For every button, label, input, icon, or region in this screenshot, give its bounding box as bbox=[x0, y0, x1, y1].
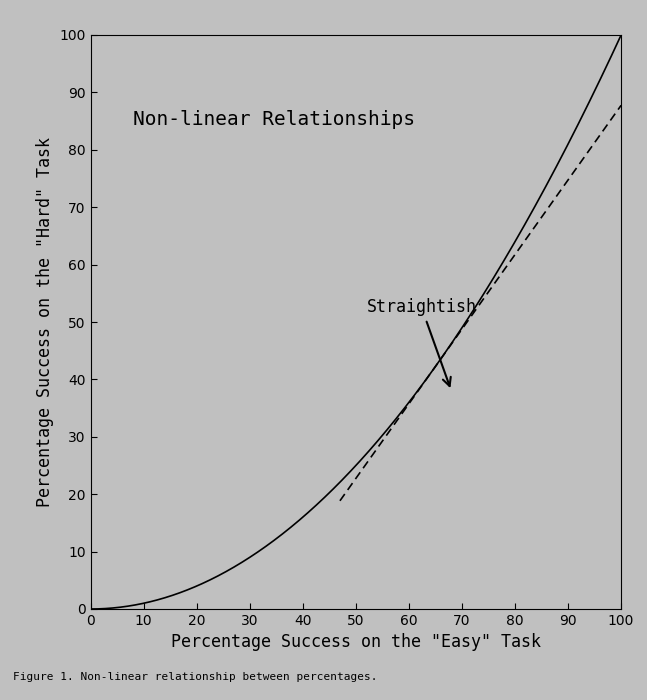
Text: Straightish: Straightish bbox=[366, 298, 476, 386]
Text: Non-linear Relationships: Non-linear Relationships bbox=[133, 110, 415, 129]
X-axis label: Percentage Success on the "Easy" Task: Percentage Success on the "Easy" Task bbox=[171, 634, 541, 652]
Y-axis label: Percentage Success on the "Hard" Task: Percentage Success on the "Hard" Task bbox=[36, 137, 54, 507]
Text: Figure 1. Non-linear relationship between percentages.: Figure 1. Non-linear relationship betwee… bbox=[13, 673, 377, 682]
